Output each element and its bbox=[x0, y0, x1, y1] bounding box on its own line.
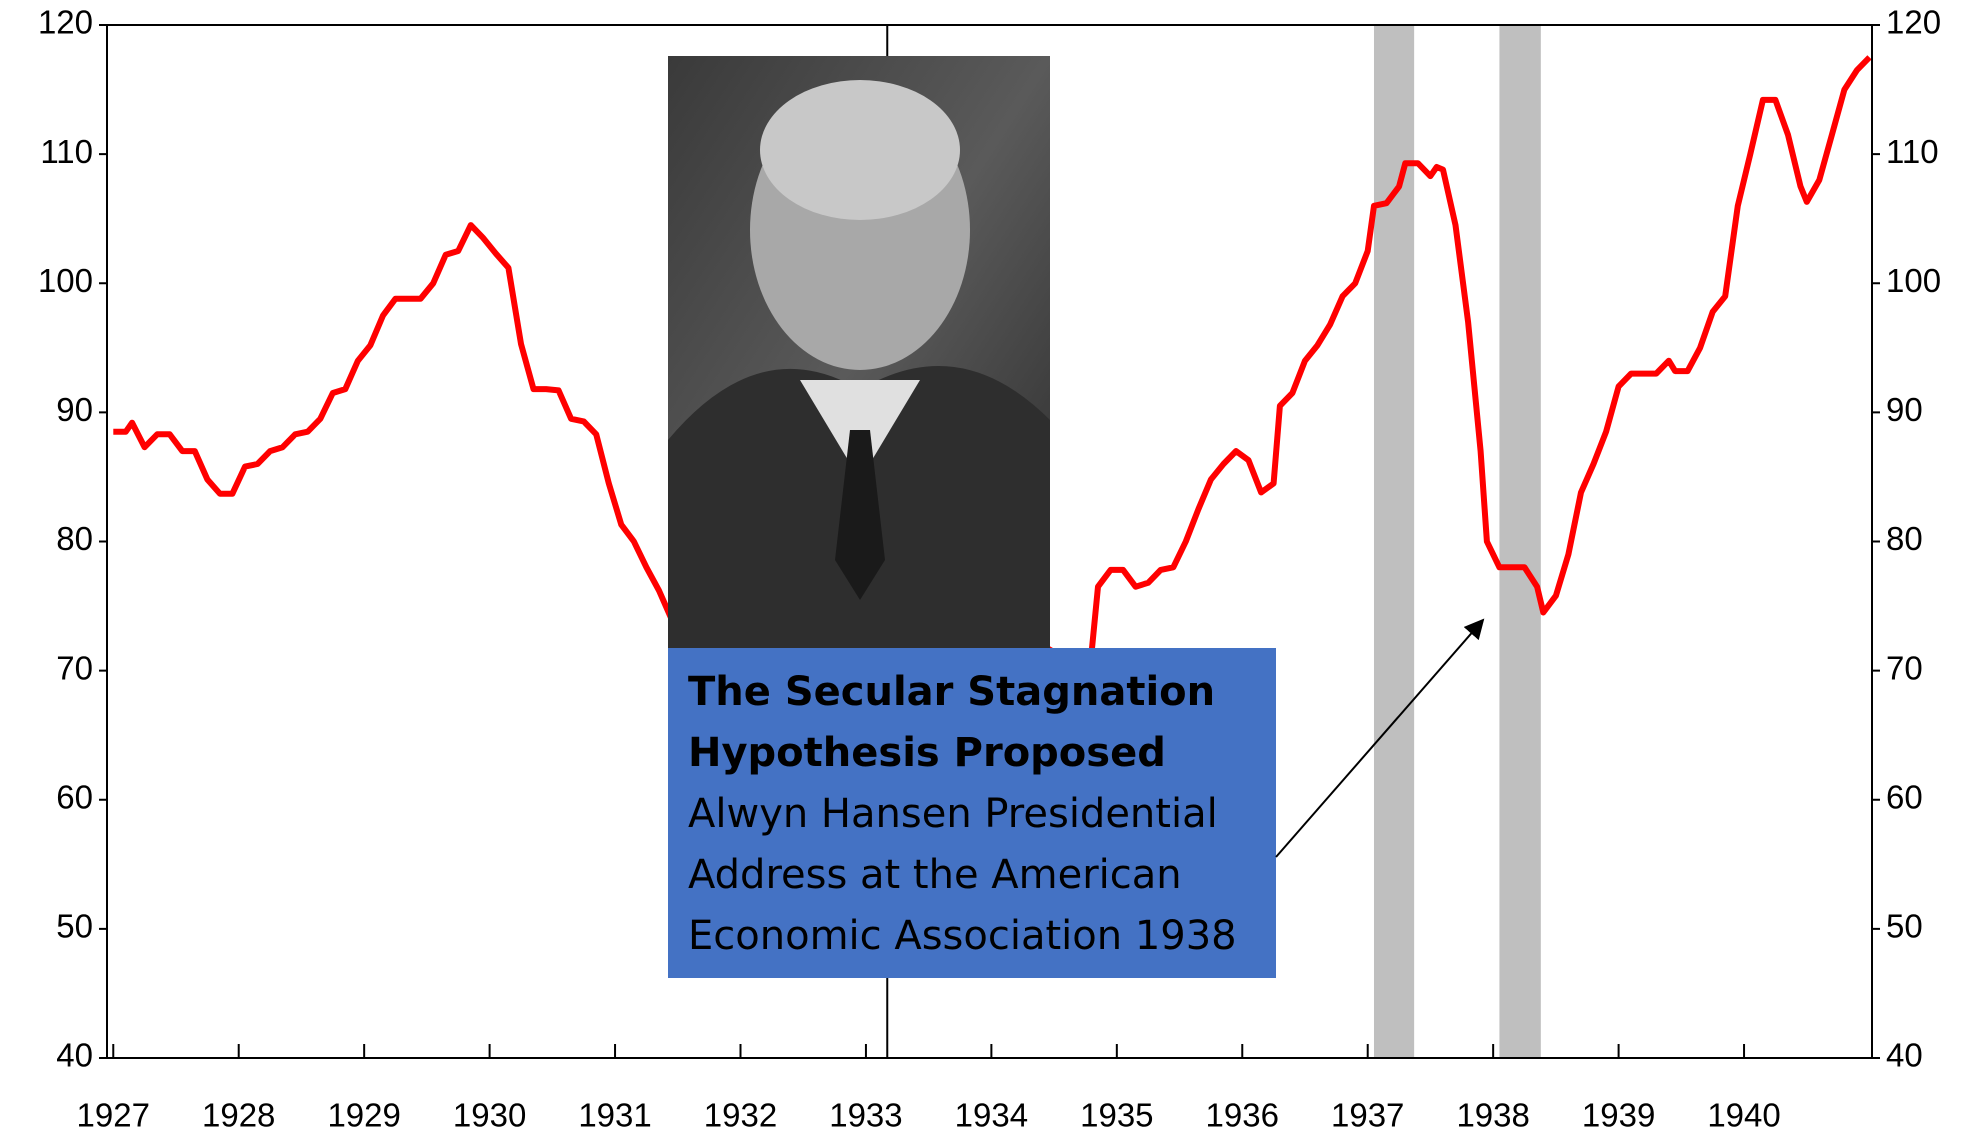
shaded-period bbox=[1499, 25, 1541, 1058]
y-tick-label: 110 bbox=[40, 133, 93, 170]
x-tick-label: 1938 bbox=[1456, 1097, 1529, 1129]
y-tick-label: 50 bbox=[56, 908, 93, 945]
annotation-title: The Secular Stagnation bbox=[688, 669, 1215, 715]
y-tick-label: 90 bbox=[56, 391, 93, 428]
data-line bbox=[113, 55, 1872, 829]
y2-tick-label: 40 bbox=[1886, 1037, 1923, 1074]
x-tick-label: 1935 bbox=[1080, 1097, 1153, 1129]
y-tick-label: 120 bbox=[38, 4, 93, 41]
y2-tick-label: 80 bbox=[1886, 520, 1923, 557]
annotation-arrow bbox=[1275, 618, 1485, 858]
plot-over: 40 50 60 70 80 90 100 110 120 40 50 60 70 80 90 100 110 1… bbox=[38, 4, 1941, 1129]
x-tick-label: 1939 bbox=[1582, 1097, 1655, 1129]
x-tick-label: 1940 bbox=[1707, 1097, 1780, 1129]
annotation-title: Hypothesis Proposed bbox=[688, 730, 1166, 776]
annotation-text: Economic Association 1938 bbox=[688, 913, 1237, 959]
shaded-period bbox=[1373, 25, 1415, 1058]
annotation-text: Alwyn Hansen Presidential bbox=[688, 791, 1218, 837]
x-tick-label: 1936 bbox=[1206, 1097, 1279, 1129]
x-tick-label: 1932 bbox=[704, 1097, 777, 1129]
x-tick-label: 1929 bbox=[327, 1097, 400, 1129]
x-tick-label: 1934 bbox=[955, 1097, 1028, 1129]
y2-tick-label: 90 bbox=[1886, 391, 1923, 428]
portrait-photo bbox=[668, 56, 1050, 648]
plot-under bbox=[113, 25, 1872, 1058]
x-tick-label: 1931 bbox=[578, 1097, 651, 1129]
annotation-box bbox=[668, 648, 1276, 978]
y-tick-label: 80 bbox=[56, 520, 93, 557]
y2-tick-label: 100 bbox=[1886, 262, 1941, 299]
y-tick-label: 60 bbox=[56, 778, 93, 815]
y-tick-label: 70 bbox=[56, 649, 93, 686]
x-tick-label: 1933 bbox=[829, 1097, 902, 1129]
y-tick-label: 100 bbox=[38, 262, 93, 299]
x-tick-label: 1930 bbox=[453, 1097, 526, 1129]
x-tick-label: 1928 bbox=[202, 1097, 275, 1129]
annotation-text: Address at the American bbox=[688, 852, 1182, 898]
y2-tick-label: 50 bbox=[1886, 908, 1923, 945]
y2-tick-label: 60 bbox=[1886, 778, 1923, 815]
x-tick-label: 1927 bbox=[77, 1097, 150, 1129]
y2-tick-label: 70 bbox=[1886, 649, 1923, 686]
y2-tick-label: 110 bbox=[1886, 133, 1939, 170]
y2-tick-label: 120 bbox=[1886, 4, 1941, 41]
y-tick-label: 40 bbox=[56, 1037, 93, 1074]
x-tick-label: 1937 bbox=[1331, 1097, 1404, 1129]
